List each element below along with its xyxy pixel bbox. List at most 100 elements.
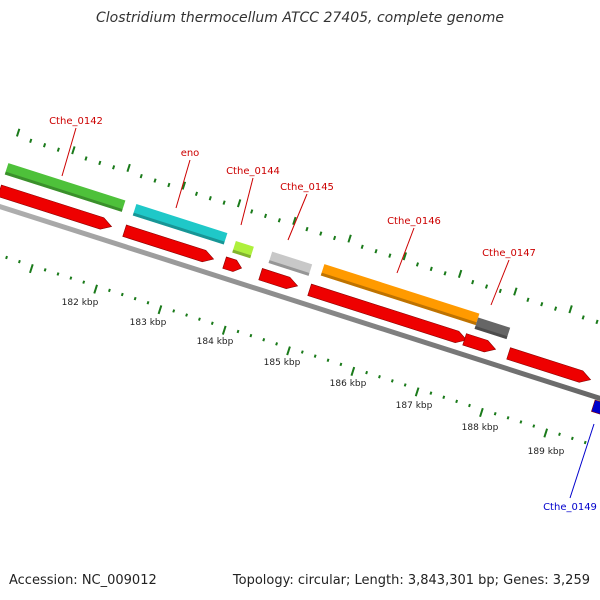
minor-tick xyxy=(313,354,317,358)
scale-label: 184 kbp xyxy=(197,337,234,347)
gene-cthe-0149[interactable] xyxy=(591,399,600,416)
leader-line-cthe-0146 xyxy=(396,227,415,274)
cds-arrow-shape xyxy=(0,184,113,230)
minor-tick xyxy=(194,191,199,197)
minor-tick xyxy=(185,313,188,317)
minor-tick xyxy=(360,244,364,250)
minor-tick xyxy=(146,300,150,305)
cds-arrow-shape xyxy=(506,347,592,383)
minor-tick xyxy=(82,280,86,284)
major-tick xyxy=(126,163,131,173)
gene-eno[interactable] xyxy=(132,204,228,245)
leader-line-cthe-0144 xyxy=(240,177,254,226)
genome-summary: Topology: circular; Length: 3,843,301 bp… xyxy=(232,573,590,588)
gene-label-cthe-0145[interactable]: Cthe_0145 xyxy=(280,182,334,193)
scale-label: 183 kbp xyxy=(130,318,167,328)
minor-tick xyxy=(429,391,433,395)
cds-arrow[interactable] xyxy=(258,268,300,291)
cds-arrow-shape xyxy=(307,283,468,343)
inner-tick-track xyxy=(5,255,587,445)
gene-label-cthe-0146[interactable]: Cthe_0146 xyxy=(387,216,441,227)
cds-arrow[interactable] xyxy=(462,333,498,355)
minor-tick xyxy=(388,253,392,258)
minor-tick xyxy=(442,395,446,400)
minor-tick xyxy=(29,138,33,144)
cds-arrow-shape xyxy=(222,256,243,272)
minor-tick xyxy=(526,297,530,302)
minor-tick xyxy=(415,262,420,267)
major-tick xyxy=(181,181,187,190)
leader-line-cthe-0142 xyxy=(61,127,77,177)
map-title: Clostridium thermocellum ATCC 27405, com… xyxy=(96,10,504,26)
cds-arrow[interactable] xyxy=(307,283,469,346)
minor-tick xyxy=(390,379,394,383)
major-tick xyxy=(15,128,21,137)
minor-tick xyxy=(300,350,304,354)
major-tick xyxy=(93,284,98,294)
cds-arrow-shape xyxy=(122,224,215,263)
gene-cthe-0146-shade xyxy=(320,272,477,326)
minor-tick xyxy=(172,309,176,313)
gene-label-cthe-0142[interactable]: Cthe_0142 xyxy=(49,116,103,127)
minor-tick xyxy=(333,235,337,241)
minor-tick xyxy=(69,276,73,280)
minor-tick xyxy=(5,255,8,260)
cds-arrow[interactable] xyxy=(506,347,593,386)
major-tick xyxy=(221,325,227,335)
gene-cthe-0149-shape xyxy=(591,399,600,415)
cds-arrow[interactable] xyxy=(0,184,113,232)
gene-cthe-0145[interactable] xyxy=(268,251,313,276)
minor-tick xyxy=(249,333,253,338)
minor-tick xyxy=(471,279,475,285)
minor-tick xyxy=(18,259,21,264)
gene-cthe-0142[interactable] xyxy=(4,163,126,212)
minor-tick xyxy=(484,284,489,289)
gene-cthe-0145-shape xyxy=(268,251,313,276)
gene-cthe-0146[interactable] xyxy=(320,264,480,326)
minor-tick xyxy=(374,249,378,254)
minor-tick xyxy=(210,321,214,326)
major-tick xyxy=(236,199,242,208)
minor-tick xyxy=(42,143,47,148)
minor-tick xyxy=(275,342,279,346)
minor-tick xyxy=(108,288,111,293)
gene-layer xyxy=(4,163,600,416)
accession-label: Accession: NC_009012 xyxy=(9,573,157,588)
gene-cthe-0147[interactable] xyxy=(474,317,511,340)
minor-tick xyxy=(133,296,137,301)
cds-arrow-shape xyxy=(258,268,299,289)
major-tick xyxy=(402,252,408,261)
minor-tick xyxy=(540,301,544,307)
cds-arrow[interactable] xyxy=(222,256,244,274)
gene-label-eno[interactable]: eno xyxy=(181,148,200,159)
gene-cthe-0145-shade xyxy=(268,260,310,276)
minor-tick xyxy=(153,178,157,183)
leader-line-cthe-0149 xyxy=(569,423,595,499)
minor-tick xyxy=(443,271,447,276)
leader-line-eno xyxy=(175,159,191,209)
outer-tick-track xyxy=(15,128,599,325)
gene-label-cthe-0149[interactable]: Cthe_0149 xyxy=(543,502,597,513)
gene-cthe-0144[interactable] xyxy=(232,241,254,259)
minor-tick xyxy=(139,173,143,179)
gene-label-cthe-0147[interactable]: Cthe_0147 xyxy=(482,248,536,259)
minor-tick xyxy=(493,411,497,416)
minor-tick xyxy=(468,403,471,408)
minor-tick xyxy=(326,358,330,363)
minor-tick xyxy=(198,317,201,321)
major-tick xyxy=(157,305,163,315)
minor-tick xyxy=(277,218,281,223)
major-tick xyxy=(414,387,420,397)
minor-tick xyxy=(429,266,433,272)
minor-tick xyxy=(84,156,88,161)
minor-tick xyxy=(236,329,240,334)
minor-tick xyxy=(262,337,266,342)
gene-label-cthe-0144[interactable]: Cthe_0144 xyxy=(226,166,280,177)
scale-label: 189 kbp xyxy=(528,447,565,457)
cds-arrow[interactable] xyxy=(122,224,216,265)
minor-tick xyxy=(403,383,407,387)
minor-tick xyxy=(120,292,124,297)
minor-tick xyxy=(319,231,323,236)
